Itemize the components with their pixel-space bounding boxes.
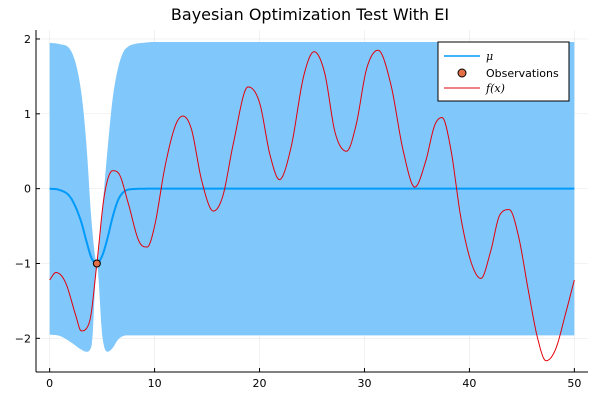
legend-f-label: f(x) bbox=[485, 82, 505, 95]
confidence-band bbox=[49, 41, 575, 352]
x-tick-label-1: 10 bbox=[148, 377, 162, 390]
x-tick-label-4: 40 bbox=[462, 377, 476, 390]
legend-observations-label: Observations bbox=[486, 67, 559, 80]
y-tick-label-1: −1 bbox=[15, 257, 31, 270]
y-tick-label-3: 1 bbox=[24, 108, 31, 121]
series-line-f bbox=[49, 49, 575, 362]
legend-box bbox=[437, 41, 570, 102]
legend: μ Observations f(x) bbox=[437, 41, 570, 102]
x-tick-label-0: 0 bbox=[46, 377, 53, 390]
x-tick-label-5: 50 bbox=[567, 377, 581, 390]
y-tick-label-0: −2 bbox=[15, 332, 31, 345]
x-tick-label-2: 20 bbox=[253, 377, 267, 390]
legend-mu-label: μ bbox=[486, 50, 493, 63]
plot-area: 0 10 20 30 40 50 −2 −1 0 1 2 bbox=[15, 30, 588, 390]
legend-observations-marker bbox=[457, 68, 467, 78]
y-tick-label-4: 2 bbox=[24, 33, 31, 46]
y-tick-label-2: 0 bbox=[24, 183, 31, 196]
x-tick-label-3: 30 bbox=[357, 377, 371, 390]
chart-title: Bayesian Optimization Test With EI bbox=[171, 5, 449, 24]
observation-point-0 bbox=[92, 259, 101, 268]
series-line-mu bbox=[49, 187, 575, 265]
